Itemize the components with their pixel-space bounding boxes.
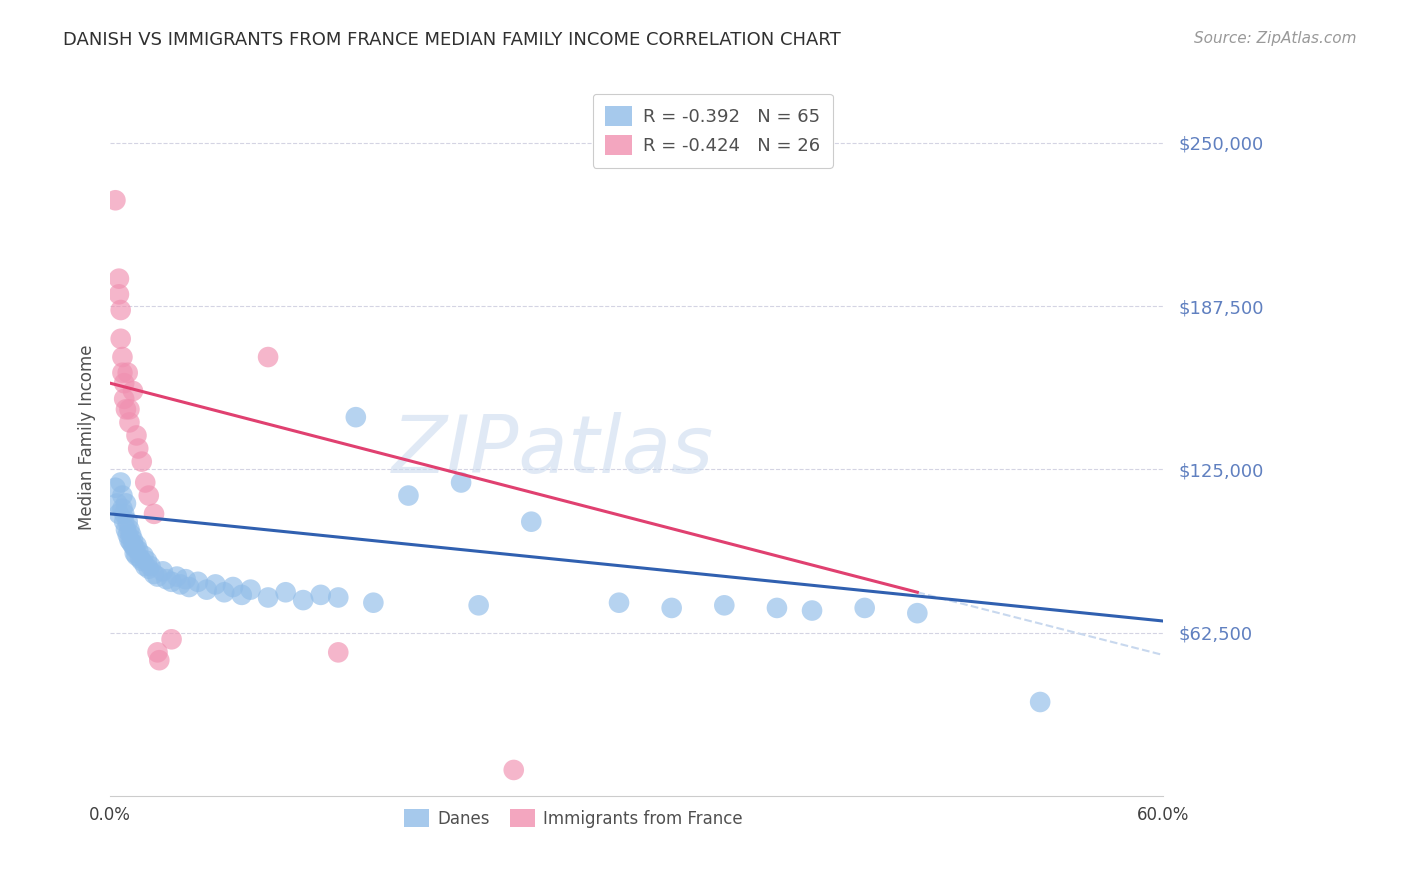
Point (138, 562, 160, 576)
Point (105, 496, 128, 510)
Text: DANISH VS IMMIGRANTS FROM FRANCE MEDIAN FAMILY INCOME CORRELATION CHART: DANISH VS IMMIGRANTS FROM FRANCE MEDIAN … (63, 31, 841, 49)
Point (131, 554, 153, 568)
Point (118, 523, 141, 537)
Point (108, 287, 131, 301)
Point (467, 599, 489, 613)
Point (292, 593, 315, 607)
Point (117, 366, 139, 380)
Point (118, 533, 141, 547)
Point (108, 271, 131, 285)
Point (124, 546, 146, 560)
Y-axis label: Median Family Income: Median Family Income (79, 344, 96, 530)
Point (108, 507, 131, 521)
Point (160, 632, 183, 647)
Point (143, 507, 166, 521)
Point (127, 543, 149, 558)
Point (111, 489, 134, 503)
Point (146, 569, 169, 583)
Point (139, 559, 162, 574)
Point (398, 489, 420, 503)
Point (112, 392, 135, 406)
Point (111, 350, 134, 364)
Point (450, 475, 472, 490)
Point (138, 489, 160, 503)
Point (124, 541, 146, 555)
Point (766, 601, 789, 615)
Point (111, 501, 134, 516)
Point (148, 653, 170, 667)
Text: Source: ZipAtlas.com: Source: ZipAtlas.com (1194, 31, 1357, 46)
Point (115, 402, 138, 417)
Point (155, 572, 177, 586)
Point (160, 574, 183, 589)
Point (801, 603, 824, 617)
Point (328, 645, 350, 659)
Point (328, 591, 350, 605)
Point (1029, 695, 1052, 709)
Point (174, 572, 197, 586)
Point (110, 332, 132, 346)
Point (122, 384, 145, 398)
Point (118, 416, 141, 430)
Point (309, 588, 332, 602)
Point (713, 599, 735, 613)
Point (502, 763, 524, 777)
Point (853, 601, 876, 615)
Point (134, 559, 156, 574)
Point (112, 376, 135, 391)
Point (661, 601, 683, 615)
Point (125, 549, 148, 563)
Point (122, 533, 145, 547)
Point (363, 596, 385, 610)
Point (115, 496, 138, 510)
Point (222, 580, 245, 594)
Point (257, 591, 280, 605)
Point (195, 582, 218, 597)
Point (112, 507, 135, 521)
Legend: Danes, Immigrants from France: Danes, Immigrants from France (398, 803, 749, 835)
Point (134, 475, 156, 490)
Point (520, 515, 543, 529)
Point (143, 566, 166, 581)
Point (110, 475, 132, 490)
Point (152, 565, 174, 579)
Point (131, 454, 153, 468)
Point (344, 410, 367, 425)
Point (239, 582, 262, 597)
Point (115, 523, 138, 537)
Point (212, 585, 235, 599)
Point (274, 585, 297, 599)
Point (166, 569, 188, 583)
Point (146, 645, 169, 659)
Point (129, 551, 152, 566)
Point (179, 580, 201, 594)
Text: ZIPatlas: ZIPatlas (391, 412, 713, 490)
Point (122, 538, 145, 552)
Point (905, 606, 928, 620)
Point (110, 303, 132, 318)
Point (231, 588, 253, 602)
Point (104, 481, 127, 495)
Point (125, 428, 148, 442)
Point (112, 515, 135, 529)
Point (136, 554, 159, 568)
Point (607, 596, 630, 610)
Point (257, 350, 280, 364)
Point (111, 366, 134, 380)
Point (120, 535, 142, 549)
Point (204, 577, 226, 591)
Point (132, 549, 155, 563)
Point (125, 538, 148, 552)
Point (117, 528, 139, 542)
Point (169, 577, 191, 591)
Point (117, 515, 139, 529)
Point (104, 194, 127, 208)
Point (118, 402, 141, 417)
Point (187, 574, 209, 589)
Point (127, 442, 149, 456)
Point (120, 528, 142, 542)
